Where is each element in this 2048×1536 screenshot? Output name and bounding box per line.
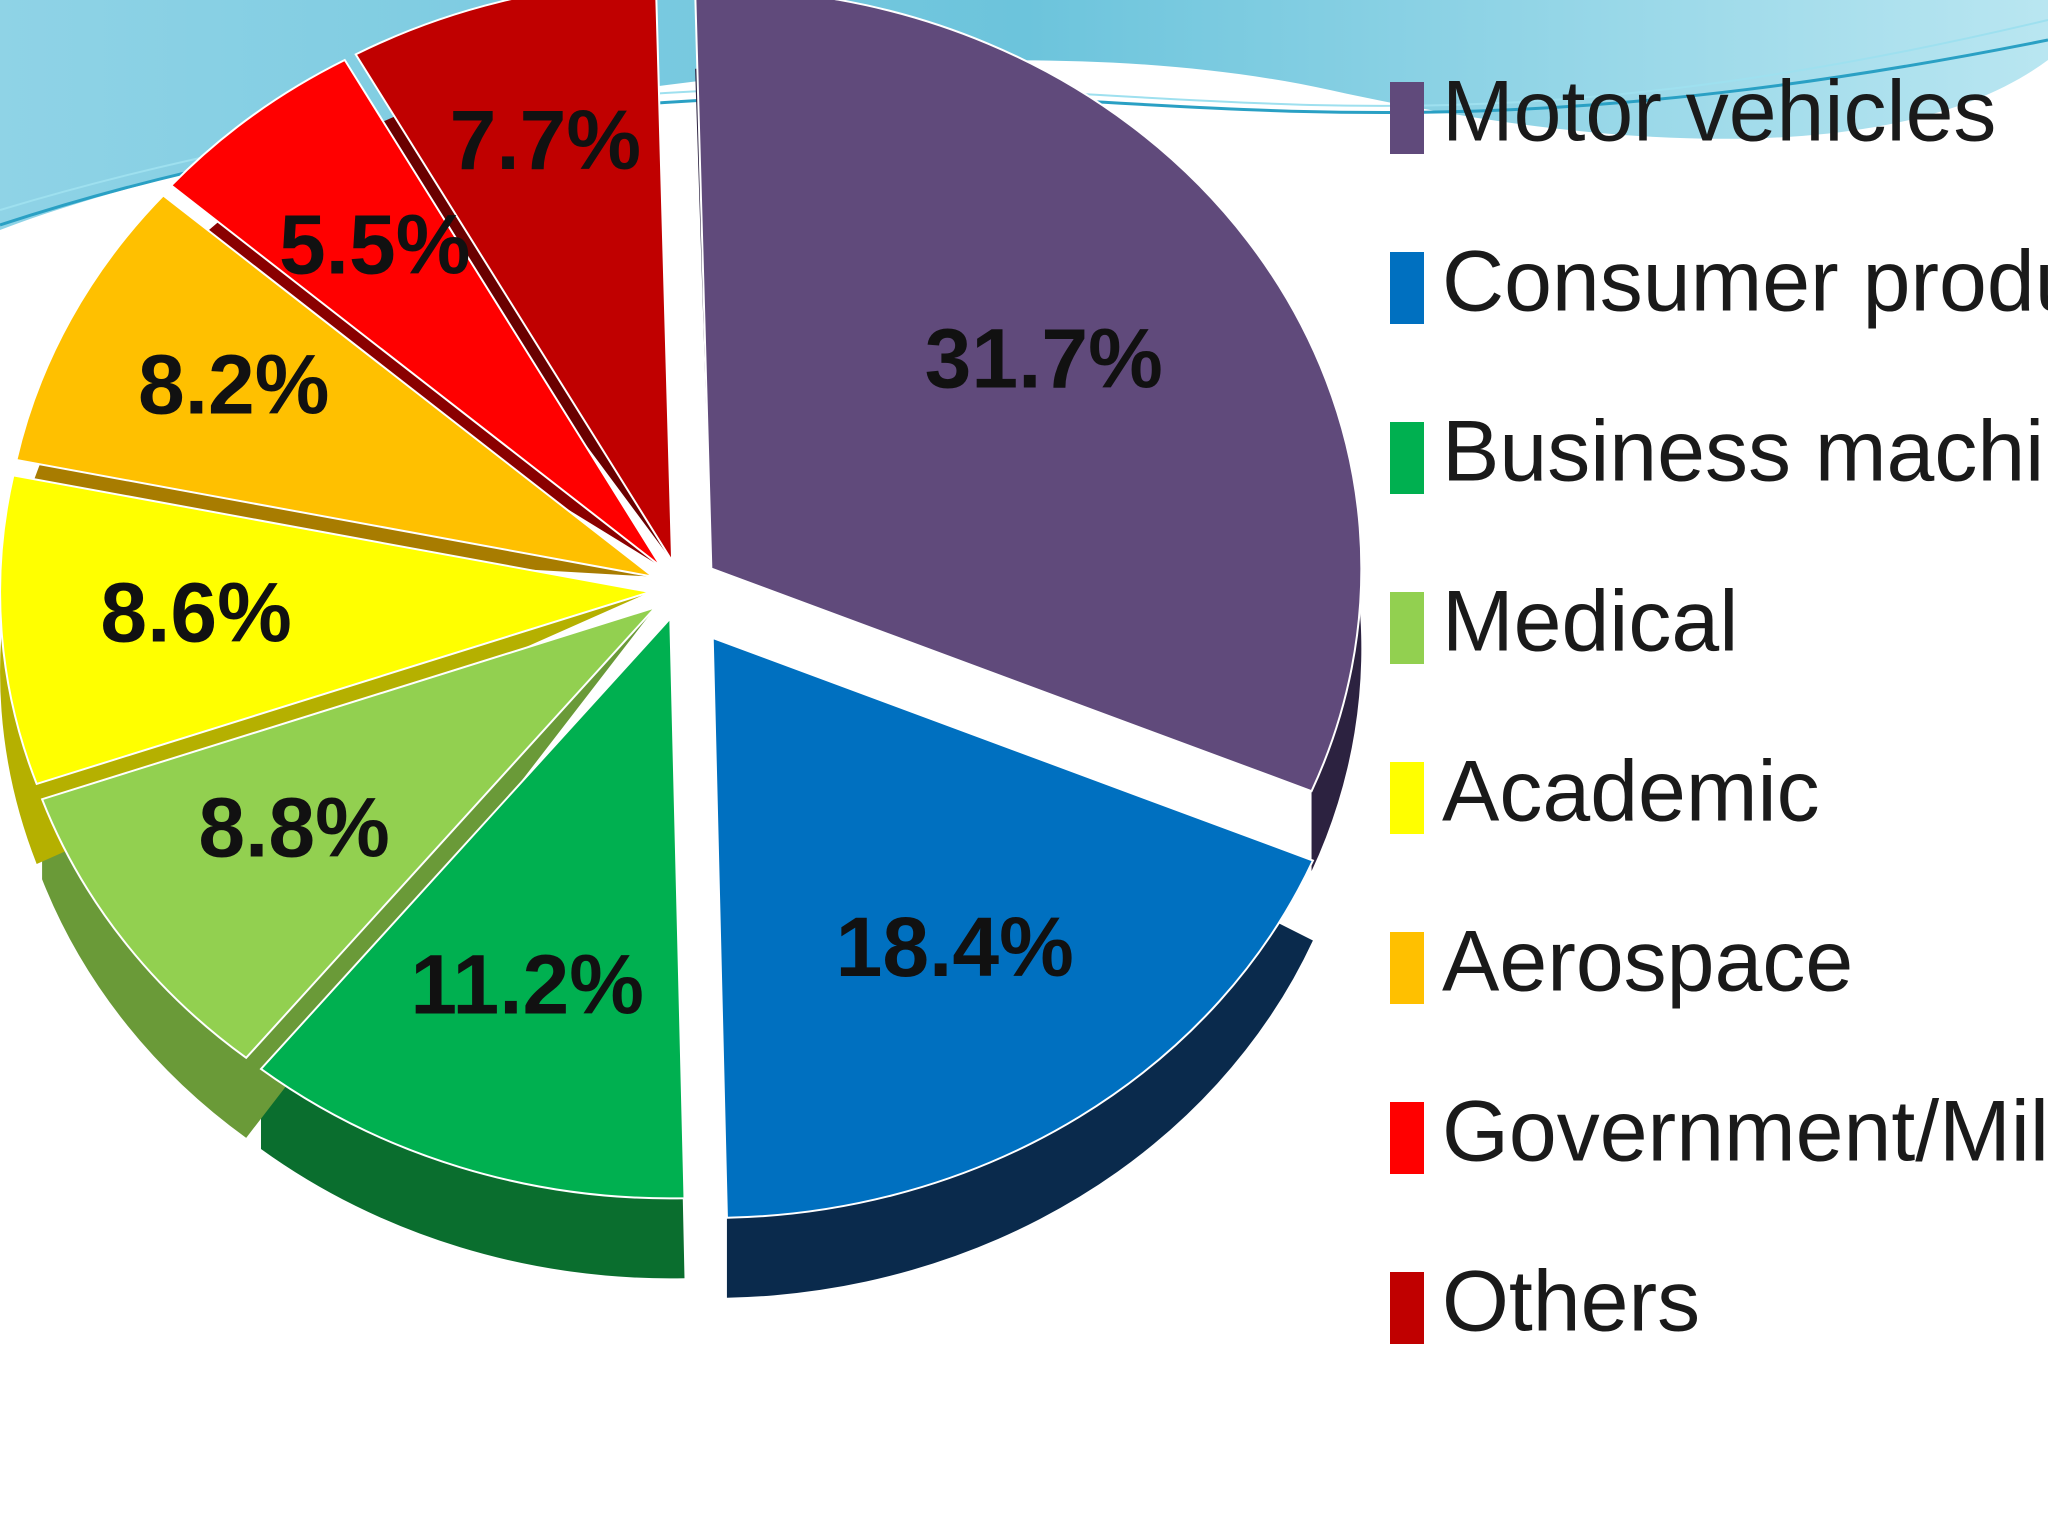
slice-government-military-data-label: 5.5% [279,197,470,291]
legend-swatch-aerospace [1390,932,1424,1004]
legend-swatch-motor-vehicles [1390,82,1424,154]
pie-data-labels: 31.7% 18.4% 11.2%8.8% 8.6% 8.2% 5.5% 7.7% [100,93,1162,1032]
legend-label-business-machines: Business machines [1442,404,2048,500]
legend-swatch-business-machines [1390,422,1424,494]
legend-label-motor-vehicles: Motor vehicles [1442,64,1996,160]
slice-aerospace [15,194,654,578]
legend-swatch-medical [1390,592,1424,664]
slice-business-machines-side [260,618,685,1279]
slice-business-machines-data-label: 11.2% [410,938,644,1032]
legend: Motor vehicles Consumer products Business … [1390,64,2048,1350]
slice-consumer-products-data-label: 18.4% [836,900,1074,994]
slice-aerospace-data-label: 8.2% [138,338,329,432]
legend-label-medical: Medical [1442,574,1738,670]
legend-swatch-consumer-products [1390,252,1424,324]
slice-academic [0,474,651,786]
slice-others-data-label: 7.7% [450,93,641,187]
legend-swatch-academic [1390,762,1424,834]
slice-motor-vehicles [694,0,1363,793]
slice-business-machines [259,615,686,1200]
legend-label-others: Others [1442,1254,1700,1350]
legend-swatch-government-military [1390,1102,1424,1174]
legend-label-consumer-products: Consumer products [1442,234,2048,330]
slice-consumer-products-side [712,637,1313,1298]
legend-label-government-military: Government/Military [1442,1084,2048,1180]
pie-slices [0,0,1363,1219]
slice-government-military [169,58,662,568]
slice-motor-vehicles-data-label: 31.7% [925,311,1163,405]
legend-label-academic: Academic [1442,744,1820,840]
legend-label-aerospace: Aerospace [1442,914,1853,1010]
slice-medical [40,605,659,1060]
slice-others [354,0,674,565]
slice-academic-data-label: 8.6% [100,566,291,660]
legend-swatch-others [1390,1272,1424,1344]
slice-consumer-products [711,636,1315,1219]
slice-medical-data-label: 8.8% [198,781,389,875]
